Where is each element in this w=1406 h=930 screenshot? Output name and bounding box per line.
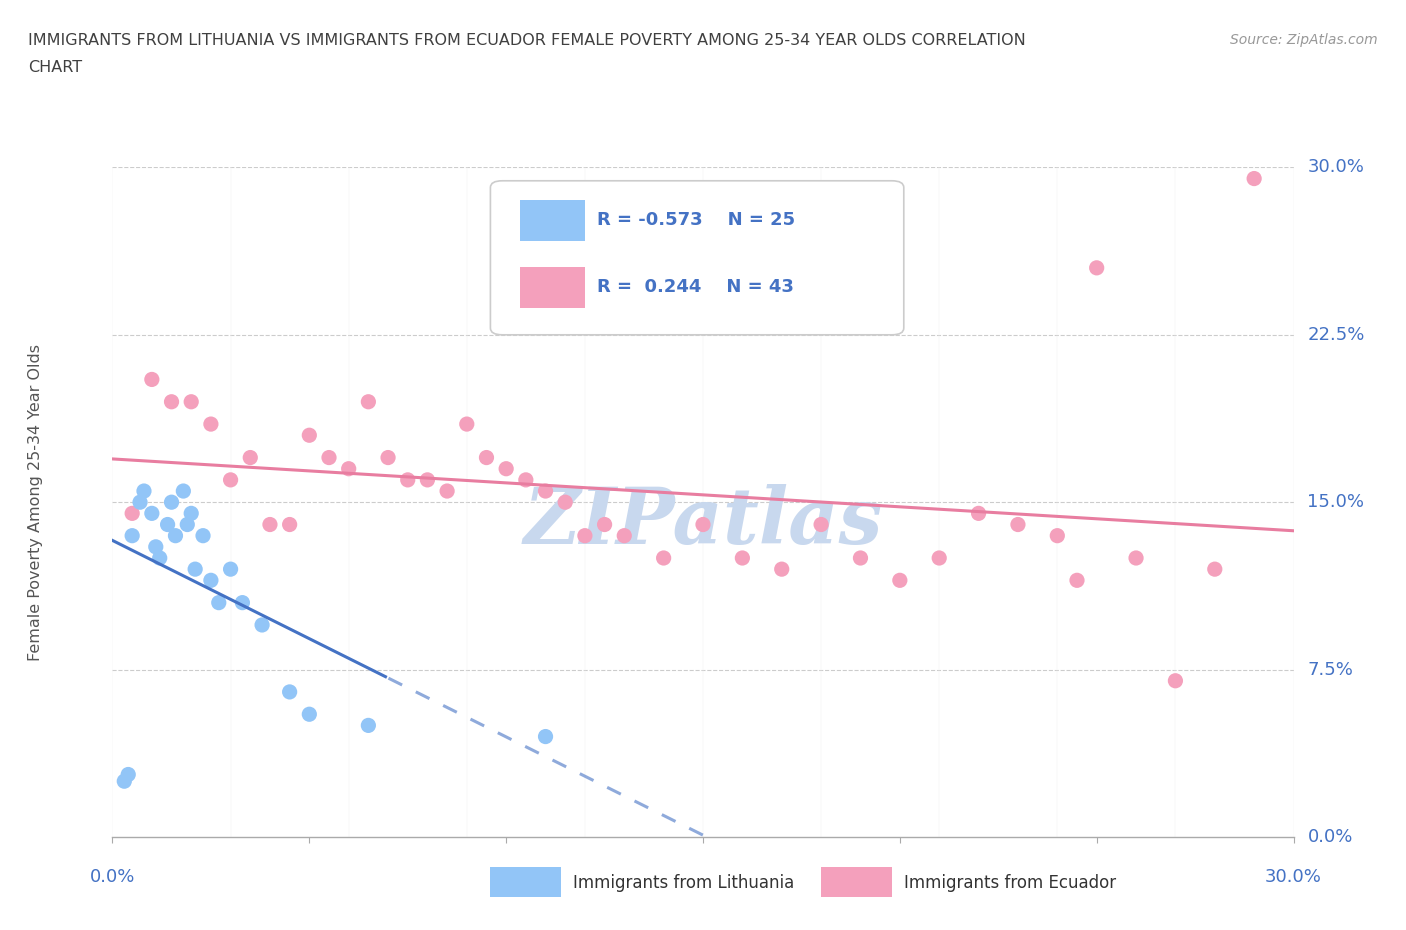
Point: [145, 539, 167, 554]
Point: [396, 472, 419, 487]
Point: [129, 495, 152, 510]
Point: [200, 417, 222, 432]
Point: [1007, 517, 1029, 532]
Point: [731, 551, 754, 565]
Point: [770, 562, 793, 577]
Point: [1204, 562, 1226, 577]
Point: [231, 595, 253, 610]
Point: [141, 372, 163, 387]
Text: R =  0.244    N = 43: R = 0.244 N = 43: [596, 277, 793, 296]
Point: [141, 506, 163, 521]
Point: [337, 461, 360, 476]
Point: [967, 506, 990, 521]
Point: [416, 472, 439, 487]
Point: [112, 774, 135, 789]
FancyBboxPatch shape: [520, 267, 585, 308]
Text: 22.5%: 22.5%: [1308, 326, 1365, 344]
Text: 0.0%: 0.0%: [90, 868, 135, 885]
Point: [160, 394, 183, 409]
Point: [156, 517, 179, 532]
Point: [849, 551, 872, 565]
Point: [1243, 171, 1265, 186]
Point: [593, 517, 616, 532]
Point: [219, 472, 242, 487]
Point: [149, 551, 172, 565]
Text: 15.0%: 15.0%: [1308, 493, 1364, 512]
Point: [172, 484, 194, 498]
Point: [456, 417, 478, 432]
Text: ZIPatlas: ZIPatlas: [523, 484, 883, 561]
Point: [1125, 551, 1147, 565]
Point: [180, 506, 202, 521]
Point: [1066, 573, 1088, 588]
Text: Source: ZipAtlas.com: Source: ZipAtlas.com: [1230, 33, 1378, 46]
Text: R = -0.573    N = 25: R = -0.573 N = 25: [596, 210, 794, 229]
Point: [534, 729, 557, 744]
Point: [692, 517, 714, 532]
Point: [165, 528, 187, 543]
Point: [219, 562, 242, 577]
Point: [160, 495, 183, 510]
Point: [613, 528, 636, 543]
Point: [278, 684, 301, 699]
Point: [475, 450, 498, 465]
Point: [176, 517, 198, 532]
Point: [1046, 528, 1069, 543]
Text: Immigrants from Lithuania: Immigrants from Lithuania: [574, 873, 794, 892]
Text: IMMIGRANTS FROM LITHUANIA VS IMMIGRANTS FROM ECUADOR FEMALE POVERTY AMONG 25-34 : IMMIGRANTS FROM LITHUANIA VS IMMIGRANTS …: [28, 33, 1026, 47]
Text: 30.0%: 30.0%: [1308, 158, 1364, 177]
Point: [180, 394, 202, 409]
Point: [121, 506, 143, 521]
Text: 30.0%: 30.0%: [1265, 868, 1322, 885]
Point: [1164, 673, 1187, 688]
Point: [495, 461, 517, 476]
Text: 0.0%: 0.0%: [1308, 828, 1353, 846]
FancyBboxPatch shape: [520, 200, 585, 241]
Text: Female Poverty Among 25-34 Year Olds: Female Poverty Among 25-34 Year Olds: [28, 344, 44, 660]
Point: [889, 573, 911, 588]
Point: [357, 394, 380, 409]
Point: [534, 484, 557, 498]
Point: [436, 484, 458, 498]
Point: [239, 450, 262, 465]
Point: [132, 484, 155, 498]
Text: 7.5%: 7.5%: [1308, 660, 1354, 679]
Point: [318, 450, 340, 465]
Point: [184, 562, 207, 577]
FancyBboxPatch shape: [491, 867, 561, 897]
Point: [377, 450, 399, 465]
Text: Immigrants from Ecuador: Immigrants from Ecuador: [904, 873, 1116, 892]
Point: [928, 551, 950, 565]
FancyBboxPatch shape: [491, 180, 904, 335]
Point: [191, 528, 214, 543]
Point: [515, 472, 537, 487]
Point: [278, 517, 301, 532]
FancyBboxPatch shape: [821, 867, 891, 897]
Point: [357, 718, 380, 733]
Point: [298, 428, 321, 443]
Point: [208, 595, 231, 610]
Point: [1085, 260, 1108, 275]
Text: CHART: CHART: [28, 60, 82, 75]
Point: [200, 573, 222, 588]
Point: [250, 618, 273, 632]
Point: [259, 517, 281, 532]
Point: [652, 551, 675, 565]
Point: [554, 495, 576, 510]
Point: [810, 517, 832, 532]
Point: [298, 707, 321, 722]
Point: [121, 528, 143, 543]
Point: [574, 528, 596, 543]
Point: [117, 767, 139, 782]
